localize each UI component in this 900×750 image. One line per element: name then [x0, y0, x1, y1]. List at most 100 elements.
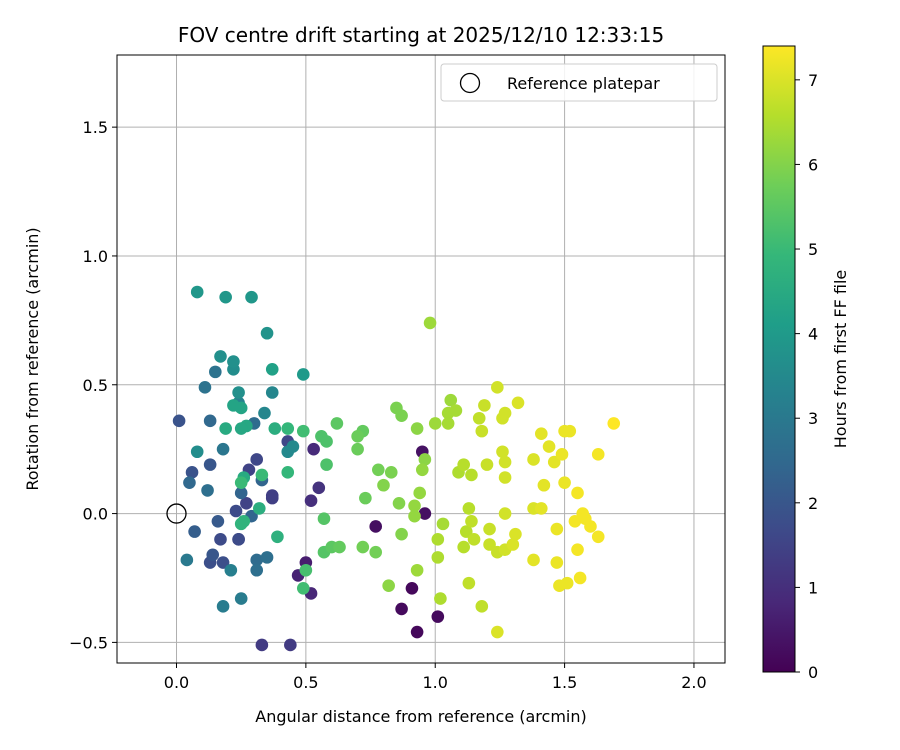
scatter-point — [607, 417, 621, 430]
y-tick-label: 1.5 — [83, 118, 108, 137]
scatter-point — [252, 502, 266, 515]
scatter-point — [498, 471, 512, 484]
x-axis-label: Angular distance from reference (arcmin) — [255, 707, 586, 726]
scatter-point — [472, 411, 486, 425]
scatter-point — [284, 638, 297, 652]
scatter-point — [395, 602, 408, 616]
scatter-point — [317, 512, 331, 526]
scatter-point — [190, 445, 204, 459]
colorbar-ticks: 0 1 2 3 4 5 6 7 — [795, 71, 818, 682]
scatter-point — [255, 468, 269, 482]
scatter-point — [560, 576, 574, 590]
scatter-point — [172, 414, 186, 428]
colorbar-tick-label: 2 — [808, 494, 818, 513]
scatter-point — [444, 393, 458, 407]
scatter-point — [395, 527, 408, 541]
scatter-point — [408, 509, 421, 523]
scatter-point — [475, 600, 489, 613]
scatter-point — [219, 290, 232, 304]
scatter-point — [260, 326, 274, 340]
scatter-point — [296, 368, 310, 381]
scatter-point — [571, 543, 584, 556]
scatter-point — [496, 445, 509, 459]
scatter-point — [214, 533, 227, 546]
scatter-point — [359, 491, 372, 505]
scatter-point — [535, 427, 548, 441]
scatter-point — [467, 533, 481, 546]
scatter-point — [498, 406, 512, 420]
scatter-point — [459, 525, 473, 538]
scatter-point — [408, 499, 421, 513]
scatter-point — [190, 285, 204, 299]
scatter-point — [462, 502, 476, 515]
reference-marker-group — [166, 503, 187, 524]
scatter-point — [216, 556, 230, 569]
scatter-point — [201, 484, 214, 497]
scatter-point — [320, 458, 333, 471]
scatter-point — [441, 417, 455, 430]
scatter-point — [216, 442, 230, 456]
scatter-point — [224, 563, 238, 577]
reference-platepar-marker — [166, 503, 187, 524]
y-axis-ticks: −0.5 0.0 0.5 1.0 1.5 — [69, 118, 117, 652]
scatter-point — [356, 540, 370, 554]
scatter-point — [392, 496, 406, 510]
scatter-point — [286, 440, 300, 453]
scatter-point — [227, 355, 240, 368]
scatter-point — [377, 478, 390, 492]
scatter-point — [431, 551, 445, 564]
scatter-point — [188, 525, 201, 538]
scatter-point — [410, 422, 424, 435]
scatter-point — [478, 399, 491, 412]
scatter-point — [550, 522, 564, 536]
scatter-point — [229, 504, 243, 518]
scatter-point — [307, 442, 320, 456]
y-axis-label: Rotation from reference (arcmin) — [23, 227, 42, 490]
scatter-point — [245, 290, 258, 304]
scatter-point — [491, 625, 504, 639]
scatter-point — [234, 592, 248, 605]
x-axis-ticks: 0.0 0.5 1.0 1.5 2.0 — [164, 663, 707, 692]
scatter-point — [281, 422, 295, 435]
x-tick-label: 1.5 — [552, 673, 577, 692]
scatter-point — [573, 571, 587, 585]
scatter-point — [571, 486, 584, 500]
scatter-point — [506, 538, 520, 551]
scatter-point — [268, 422, 282, 435]
scatter-point — [395, 409, 408, 422]
scatter-point — [250, 553, 264, 567]
scatter-point — [449, 404, 463, 417]
colorbar-tick-label: 3 — [808, 409, 818, 428]
scatter-point — [296, 424, 310, 438]
scatter-point — [384, 466, 398, 479]
plot-frame — [116, 54, 726, 664]
colorbar-tick-label: 1 — [808, 578, 818, 597]
scatter-point — [428, 417, 442, 430]
scatter-point — [216, 600, 230, 613]
colorbar-tick-label: 6 — [808, 155, 818, 174]
scatter-point — [480, 458, 494, 471]
scatter-point — [584, 520, 597, 533]
scatter-point — [351, 429, 364, 443]
scatter-point — [527, 453, 540, 466]
legend-label: Reference platepar — [507, 74, 660, 93]
scatter-point — [591, 448, 605, 461]
scatter-point — [234, 401, 248, 415]
x-tick-label: 0.5 — [293, 673, 318, 692]
scatter-point — [234, 422, 248, 435]
scatter-point — [498, 455, 512, 469]
scatter-point — [483, 538, 496, 551]
scatter-point — [457, 540, 470, 554]
scatter-point — [320, 435, 333, 448]
y-tick-label: 0.0 — [83, 505, 108, 524]
scatter-point — [185, 466, 199, 479]
scatter-point — [415, 463, 429, 477]
scatter-point — [563, 424, 577, 438]
scatter-point — [265, 489, 279, 502]
scatter-point — [219, 422, 232, 435]
scatter-point — [240, 496, 253, 510]
scatter-point — [281, 466, 295, 479]
legend: Reference platepar — [440, 63, 718, 102]
scatter-point — [418, 507, 432, 520]
